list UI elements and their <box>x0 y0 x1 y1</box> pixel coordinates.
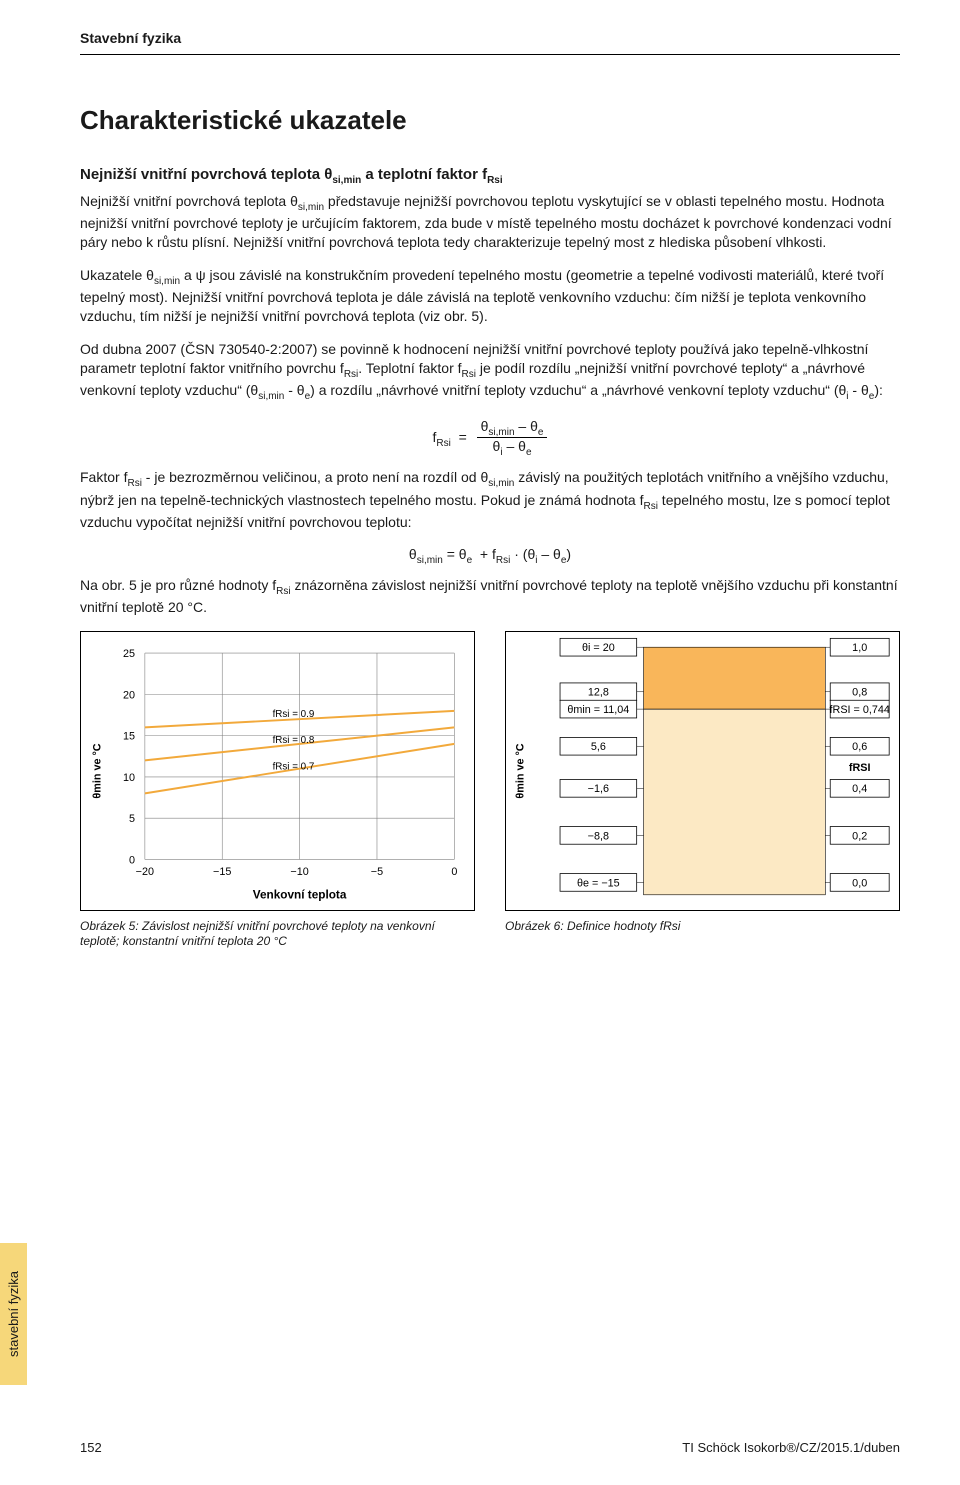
chart-6-border: θi = 20 12,8 θmin = 11,04 5,6 −1,6 −8,8 θe = −… <box>505 631 900 911</box>
svg-text:θe = −15: θe = −15 <box>577 877 620 889</box>
chart-5-border: −20 −15 −10 −5 0 0 5 10 15 20 25 fRsi = 0.9 fRsi = 0… <box>80 631 475 911</box>
svg-text:10: 10 <box>123 772 135 784</box>
svg-text:0,8: 0,8 <box>852 686 867 698</box>
page-title: Charakteristické ukazatele <box>80 105 900 136</box>
svg-text:5: 5 <box>129 813 135 825</box>
svg-text:12,8: 12,8 <box>588 686 609 698</box>
header-rule <box>80 54 900 55</box>
svg-text:0: 0 <box>129 854 135 866</box>
page-number: 152 <box>80 1440 102 1455</box>
section-heading: Nejnižší vnitřní povrchová teplota θsi,m… <box>80 166 900 186</box>
svg-text:−1,6: −1,6 <box>588 783 609 795</box>
svg-text:0,0: 0,0 <box>852 877 867 889</box>
svg-text:fRsi = 0.7: fRsi = 0.7 <box>273 761 315 772</box>
svg-text:−10: −10 <box>290 866 308 878</box>
chart-5-panel: −20 −15 −10 −5 0 0 5 10 15 20 25 fRsi = 0.9 fRsi = 0… <box>80 631 475 949</box>
svg-text:θmin = 11,04: θmin = 11,04 <box>567 704 629 716</box>
svg-text:−8,8: −8,8 <box>588 830 609 842</box>
chart-6-panel: θi = 20 12,8 θmin = 11,04 5,6 −1,6 −8,8 θe = −… <box>505 631 900 949</box>
charts-row: −20 −15 −10 −5 0 0 5 10 15 20 25 fRsi = 0.9 fRsi = 0… <box>80 631 900 949</box>
paragraph: Nejnižší vnitřní povrchová teplota θsi,m… <box>80 192 900 252</box>
svg-text:25: 25 <box>123 648 135 660</box>
paragraph: Od dubna 2007 (ČSN 730540-2:2007) se pov… <box>80 340 900 403</box>
doc-reference: TI Schöck Isokorb®/CZ/2015.1/duben <box>682 1440 900 1455</box>
svg-text:0,6: 0,6 <box>852 741 867 753</box>
formula: fRsi = θsi,min – θeθi – θe <box>80 418 900 459</box>
svg-text:Venkovní teplota: Venkovní teplota <box>253 888 347 901</box>
svg-text:−5: −5 <box>371 866 383 878</box>
svg-text:−20: −20 <box>136 866 154 878</box>
formula: θsi,min = θe + fRsi · (θi – θe) <box>80 546 900 566</box>
chart-6-svg: θi = 20 12,8 θmin = 11,04 5,6 −1,6 −8,8 θe = −… <box>506 632 899 910</box>
chart-5-svg: −20 −15 −10 −5 0 0 5 10 15 20 25 fRsi = 0.9 fRsi = 0… <box>81 632 474 910</box>
svg-text:5,6: 5,6 <box>591 741 606 753</box>
svg-text:−15: −15 <box>213 866 231 878</box>
svg-text:0: 0 <box>451 866 457 878</box>
svg-text:20: 20 <box>123 689 135 701</box>
svg-text:0,4: 0,4 <box>852 783 867 795</box>
paragraph: Faktor fRsi - je bezrozměrnou veličinou,… <box>80 468 900 531</box>
svg-text:θmin ve °C: θmin ve °C <box>92 743 104 798</box>
svg-text:15: 15 <box>123 730 135 742</box>
svg-text:θi = 20: θi = 20 <box>582 642 615 654</box>
page-category: Stavební fyzika <box>80 30 900 46</box>
chart-6-caption: Obrázek 6: Definice hodnoty fRsi <box>505 919 900 934</box>
svg-text:fRSI: fRSI <box>849 762 871 774</box>
svg-text:fRSI = 0,744: fRSI = 0,744 <box>830 704 890 716</box>
side-tab: stavební fyzika <box>0 1243 27 1385</box>
paragraph: Na obr. 5 je pro různé hodnoty fRsi znáz… <box>80 576 900 617</box>
chart-5-caption: Obrázek 5: Závislost nejnižší vnitřní po… <box>80 919 475 949</box>
svg-text:0,2: 0,2 <box>852 830 867 842</box>
page-footer: 152 TI Schöck Isokorb®/CZ/2015.1/duben <box>80 1440 900 1455</box>
svg-text:θmin ve °C: θmin ve °C <box>515 743 527 798</box>
svg-text:1,0: 1,0 <box>852 642 867 654</box>
paragraph: Ukazatele θsi,min a ψ jsou závislé na ko… <box>80 266 900 326</box>
svg-text:fRsi = 0.8: fRsi = 0.8 <box>273 735 315 746</box>
svg-text:fRsi = 0.9: fRsi = 0.9 <box>273 709 315 720</box>
